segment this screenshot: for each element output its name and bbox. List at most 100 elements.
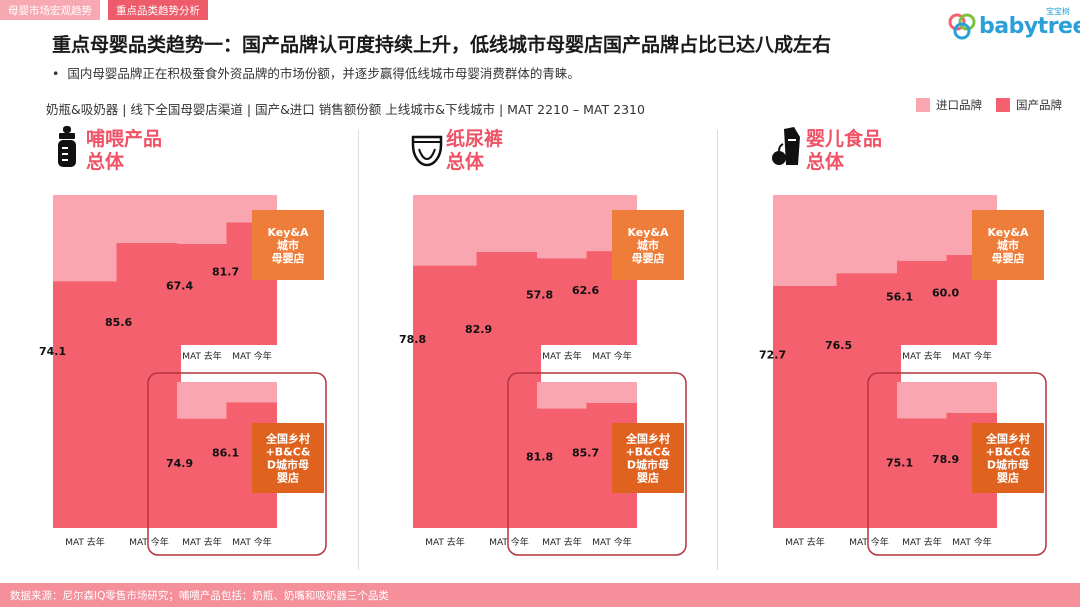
panel-divider	[358, 130, 359, 570]
tick-label: MAT 今年	[489, 536, 529, 548]
segment-tag	[252, 210, 324, 280]
bar-imported	[947, 382, 997, 413]
panel-baby-food: 婴儿食品 总体 72.7 MAT 去年 76.5 MAT 今年 56.1 MAT 去年 60…	[730, 120, 1080, 575]
tick-label: MAT 今年	[849, 536, 889, 548]
bar-domestic	[537, 408, 587, 528]
highlight-frame	[507, 372, 687, 556]
data-label: 82.9	[465, 323, 492, 336]
tick-label: MAT 去年	[542, 350, 582, 362]
category-title: 婴儿食品 总体	[806, 128, 882, 174]
legend-swatch-domestic	[996, 98, 1010, 112]
segment-tag-label: D城市母	[267, 458, 309, 472]
source-footer: 数据来源：尼尔森IQ零售市场研究；哺喂产品包括：奶瓶、奶嘴和吸奶器三个品类	[0, 583, 1080, 607]
bar-domestic	[773, 285, 837, 528]
tick-label: MAT 去年	[902, 350, 942, 362]
bullet-text: • 国内母婴品牌正在积极蚕食外资品牌的市场份额，并逐步赢得低线城市母婴消费群体的青…	[52, 63, 580, 82]
data-label: 85.6	[105, 316, 132, 329]
tab-market-trends[interactable]: 母婴市场宏观趋势	[0, 0, 100, 20]
segment-tag-label: 城市	[277, 238, 299, 252]
bar-imported	[897, 382, 947, 419]
bar-imported	[53, 195, 117, 282]
babytree-logo-icon	[948, 13, 976, 40]
category-title: 哺喂产品 总体	[86, 128, 162, 174]
tick-label: MAT 今年	[232, 536, 272, 548]
legend-label-imported: 进口品牌	[936, 98, 982, 112]
bar-imported	[587, 382, 637, 403]
legend-label-domestic: 国产品牌	[1016, 98, 1062, 112]
segment-tag-label: Key&A	[987, 226, 1029, 239]
data-label: 81.7	[212, 265, 239, 278]
data-label: 75.1	[886, 457, 913, 470]
baby-food-icon	[772, 127, 800, 165]
bar-domestic	[897, 418, 947, 528]
bar-imported	[177, 382, 227, 419]
category-title-line1: 纸尿裤	[446, 128, 504, 150]
bar-imported	[227, 382, 277, 403]
segment-tag-label: +B&C&	[986, 446, 1031, 459]
legend: 进口品牌 国产品牌	[902, 97, 1062, 113]
bar-imported	[117, 195, 181, 243]
bar-imported	[537, 382, 587, 409]
segment-tag-label: +B&C&	[626, 446, 671, 459]
bar-domestic	[53, 281, 117, 528]
segment-tag-label: Key&A	[267, 226, 309, 239]
segment-tag-label: 婴店	[277, 471, 299, 485]
bar-imported	[837, 195, 901, 274]
segment-tag	[612, 210, 684, 280]
data-label: 81.8	[526, 450, 553, 463]
tick-label: MAT 去年	[65, 536, 105, 548]
tick-label: MAT 今年	[129, 536, 169, 548]
bar-domestic	[897, 260, 947, 345]
data-label: 60.0	[932, 287, 959, 300]
segment-tag	[612, 423, 684, 493]
panel-diapers: 纸尿裤 总体 78.8 MAT 去年 82.9 MAT 今年 57.8 MAT 去年 62.…	[370, 120, 725, 575]
data-label: 78.9	[932, 453, 959, 466]
tick-label: MAT 今年	[592, 350, 632, 362]
chart-baby-food: 72.7 MAT 去年 76.5 MAT 今年 56.1 MAT 去年 60.0 MAT 今年…	[759, 195, 1047, 556]
bullet-dot-icon: •	[52, 66, 60, 81]
segment-tag-label: 城市	[637, 238, 659, 252]
data-label: 56.1	[886, 290, 913, 303]
bar-domestic	[177, 243, 227, 345]
segment-tag-label: D城市母	[627, 458, 669, 472]
category-title-line2: 总体	[86, 151, 125, 173]
chart-diapers: 78.8 MAT 去年 82.9 MAT 今年 57.8 MAT 去年 62.6 MAT 今年…	[399, 195, 687, 556]
category-title-line1: 哺喂产品	[86, 128, 163, 150]
data-label: 85.7	[572, 447, 599, 460]
tick-label: MAT 去年	[902, 536, 942, 548]
data-label: 72.7	[759, 348, 786, 361]
bar-domestic	[177, 418, 227, 528]
babytree-logo: babytree 宝宝树	[947, 7, 1080, 40]
data-label: 74.1	[39, 345, 66, 358]
tick-label: MAT 今年	[952, 350, 992, 362]
segment-tag	[972, 210, 1044, 280]
tick-label: MAT 去年	[425, 536, 465, 548]
bar-domestic	[537, 258, 587, 345]
segment-tag-label: Key&A	[627, 226, 669, 239]
segment-tag	[252, 423, 324, 493]
highlight-frame	[867, 372, 1047, 556]
data-label: 67.4	[166, 279, 193, 292]
panel-divider	[717, 130, 718, 570]
data-label: 76.5	[825, 339, 852, 352]
tab-category-analysis[interactable]: 重点品类趋势分析	[108, 0, 208, 20]
bar-imported	[413, 195, 477, 266]
data-scope-line: 奶瓶&吸奶器 | 线下全国母婴店渠道 | 国产&进口 销售额份额 上线城市&下线…	[46, 102, 645, 117]
tick-label: MAT 今年	[592, 536, 632, 548]
bar-domestic	[477, 251, 541, 528]
legend-item-domestic: 国产品牌	[996, 97, 1062, 113]
top-tabs: 母婴市场宏观趋势 重点品类趋势分析	[0, 0, 208, 20]
segment-tag-label: 母婴店	[992, 251, 1025, 265]
logo-text: babytree	[979, 14, 1080, 39]
segment-tag-label: 城市	[997, 238, 1019, 252]
data-label: 78.8	[399, 333, 426, 346]
tick-label: MAT 去年	[542, 536, 582, 548]
bar-imported	[537, 195, 587, 259]
tick-label: MAT 今年	[232, 350, 272, 362]
category-title: 纸尿裤 总体	[446, 128, 503, 174]
tick-label: MAT 去年	[785, 536, 825, 548]
segment-tag-label: 母婴店	[272, 251, 305, 265]
highlight-frame	[147, 372, 327, 556]
bar-domestic	[117, 242, 181, 528]
category-title-line2: 总体	[806, 151, 845, 173]
